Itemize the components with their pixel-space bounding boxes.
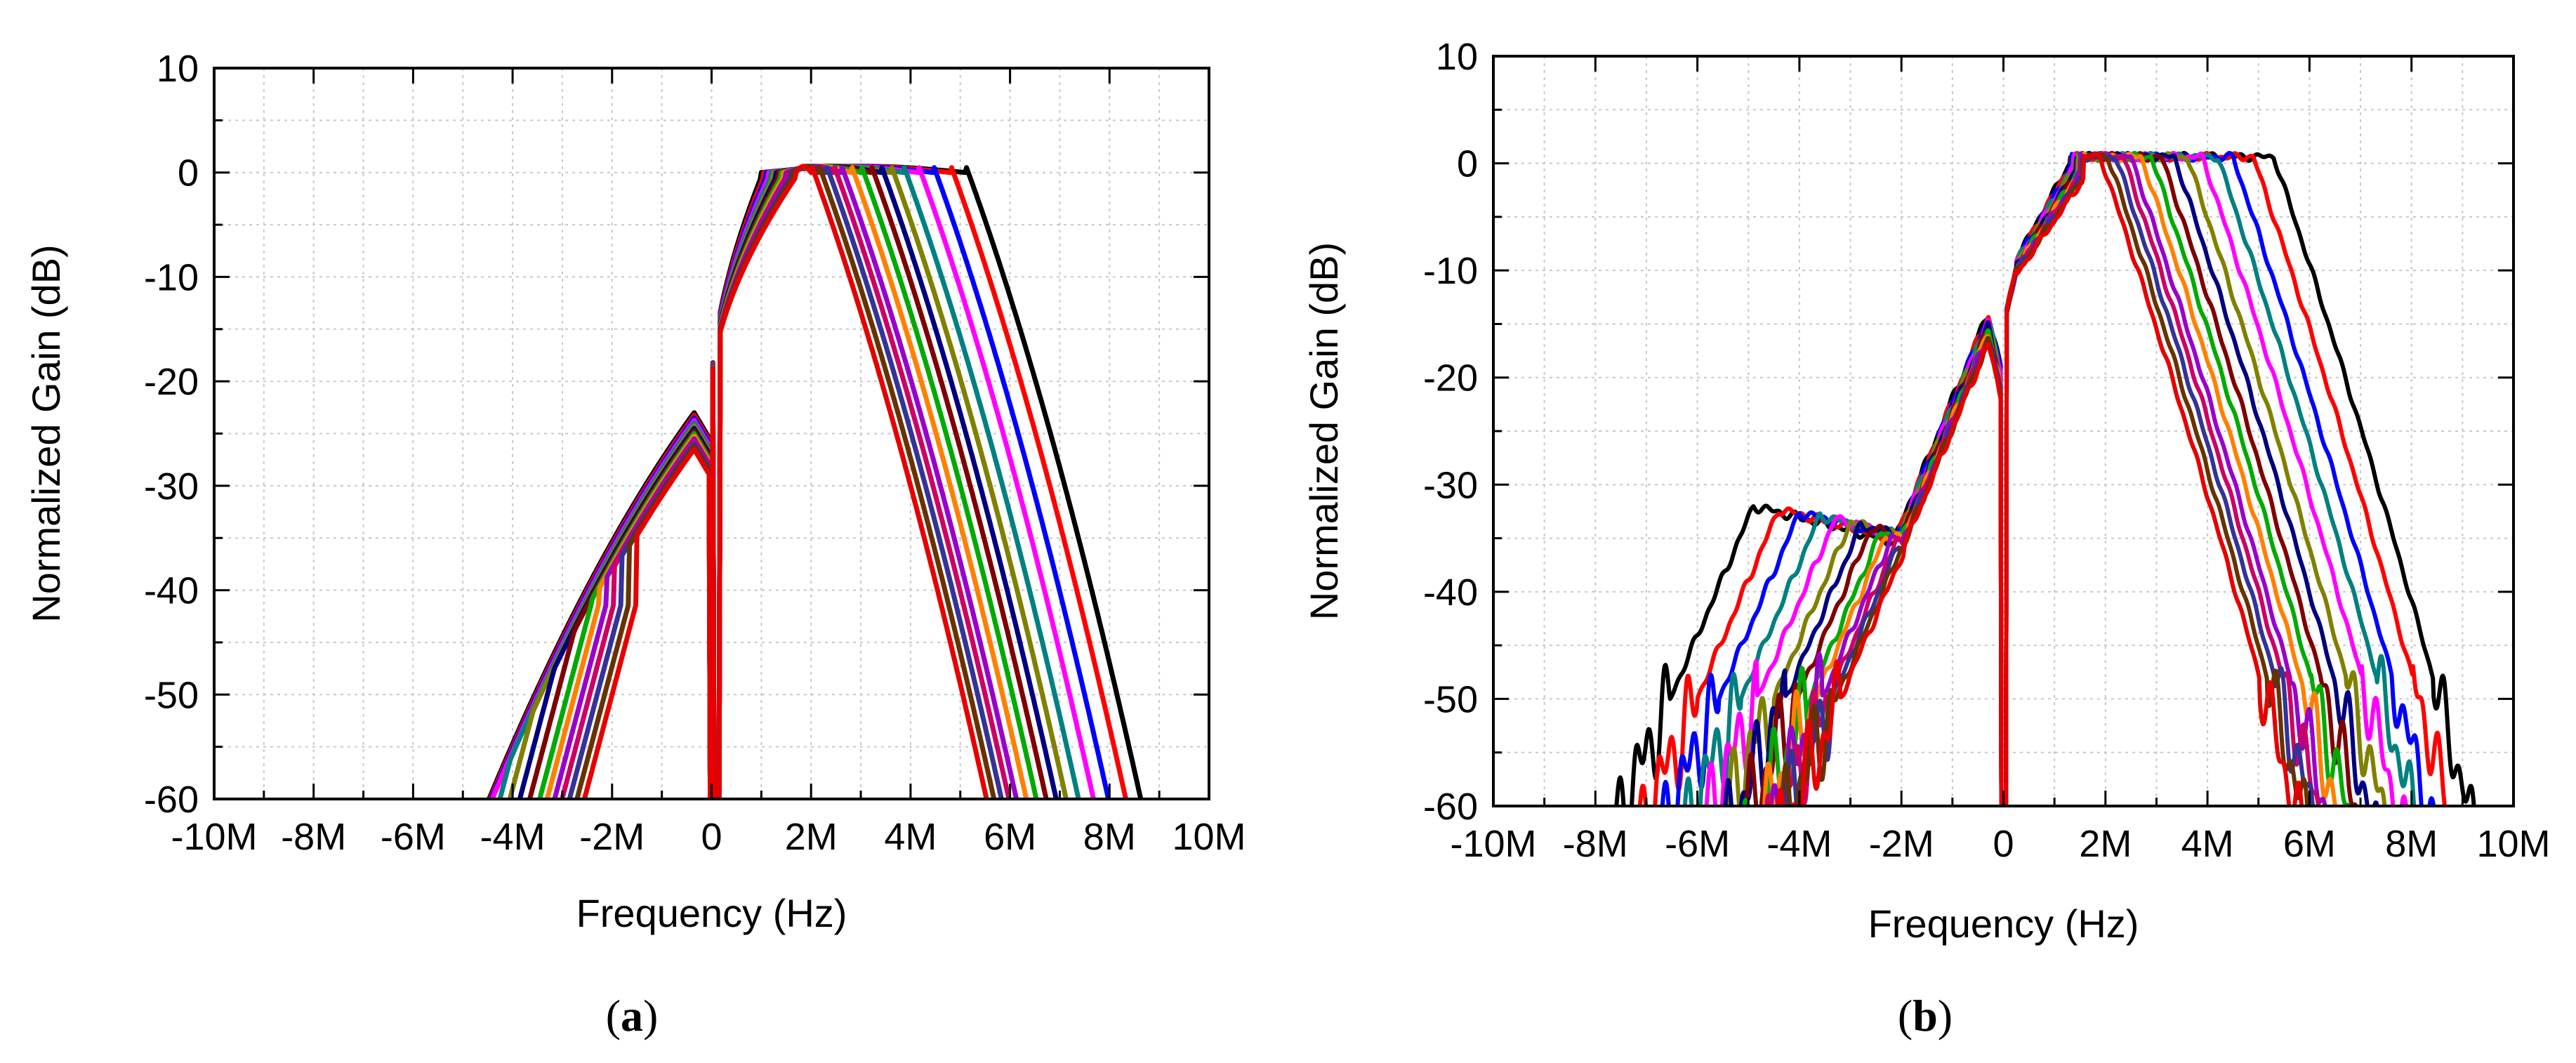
y-tick-label: -50 xyxy=(144,674,199,716)
series-group xyxy=(1614,151,2476,806)
y-tick-label: -40 xyxy=(1423,572,1478,614)
x-tick-label: 8M xyxy=(1083,816,1136,858)
y-tick-label: 0 xyxy=(178,152,199,194)
x-tick-label: -10M xyxy=(171,816,257,858)
chart-panel-b: -10M -8M -6M -4M -2M 0 2M 4M 6M 8M 10M 10 0 -10 -20 -30… xyxy=(1302,36,2551,946)
x-tick-label: 2M xyxy=(785,816,838,858)
y-tick-label: -20 xyxy=(1423,357,1478,400)
chart-panel-a: -10M -8M -6M -4M -2M 0 2M 4M 6M 8M 10M 10 0 -10 -20 -30… xyxy=(24,48,1246,935)
y-tick-label: 10 xyxy=(1436,36,1478,78)
panel-b-caption-open: ( xyxy=(1898,991,1913,1041)
x-tick-label: -2M xyxy=(579,816,645,858)
x-tick-label: -4M xyxy=(480,816,546,858)
series-line-4 xyxy=(1682,151,2417,806)
y-tick-label: -40 xyxy=(144,570,199,612)
y-tick-label: -30 xyxy=(1423,464,1478,506)
series-line-2 xyxy=(1637,151,2448,806)
y-tick-label: 10 xyxy=(157,48,199,90)
series-group xyxy=(486,164,1144,799)
panel-b-caption-close: ) xyxy=(1938,991,1953,1041)
series-line-5 xyxy=(1704,151,2408,806)
series-line-9 xyxy=(1742,151,2351,806)
x-tick-label: 10M xyxy=(2476,823,2550,865)
x-tick-label: 2M xyxy=(2079,823,2132,865)
y-axis-title: Normalized Gain (dB) xyxy=(1302,242,1346,620)
y-tick-label: -60 xyxy=(1423,786,1478,828)
y-tick-label: -20 xyxy=(144,361,199,403)
series-line-6 xyxy=(1703,151,2387,806)
panel-b-caption-letter: b xyxy=(1913,991,1938,1041)
panel-b-caption: (b) xyxy=(1898,991,1953,1041)
series-line-7 xyxy=(517,164,1059,799)
series-line-8 xyxy=(1744,151,2358,806)
series-line-7 xyxy=(1723,151,2379,806)
x-tick-label: 6M xyxy=(984,816,1036,858)
series-line-8 xyxy=(527,164,1049,799)
x-axis-title: Frequency (Hz) xyxy=(576,891,847,935)
x-tick-label: 0 xyxy=(1993,823,2014,865)
y-tick-label: -60 xyxy=(144,779,199,821)
x-tick-label: 6M xyxy=(2283,823,2336,865)
x-tick-label: -2M xyxy=(1869,823,1934,865)
y-tick-label: 0 xyxy=(1457,143,1478,185)
panel-a-caption-open: ( xyxy=(606,991,621,1041)
x-tick-label: -8M xyxy=(1563,823,1628,865)
x-axis-title: Frequency (Hz) xyxy=(1868,902,2139,946)
series-line-3 xyxy=(488,164,1111,799)
x-tick-label: 4M xyxy=(884,816,937,858)
series-line-5 xyxy=(497,164,1081,799)
x-tick-label: 8M xyxy=(2385,823,2438,865)
x-tick-label: -10M xyxy=(1450,823,1536,865)
x-tick-label: -4M xyxy=(1766,823,1832,865)
panel-a-caption: (a) xyxy=(606,991,659,1041)
x-tick-label: 4M xyxy=(2181,823,2234,865)
series-line-1 xyxy=(486,164,1144,799)
series-line-3 xyxy=(1660,151,2436,806)
y-axis-title: Normalized Gain (dB) xyxy=(24,244,68,622)
series-line-1 xyxy=(1614,151,2476,806)
x-tick-label: 10M xyxy=(1172,816,1246,858)
x-tick-label: -6M xyxy=(381,816,446,858)
series-line-4 xyxy=(489,164,1097,799)
x-tick-label: -6M xyxy=(1665,823,1730,865)
y-tick-label: -10 xyxy=(144,256,199,298)
series-line-6 xyxy=(507,164,1069,799)
series-line-2 xyxy=(487,164,1129,799)
x-tick-label: 0 xyxy=(701,816,722,858)
x-tick-label: -8M xyxy=(281,816,346,858)
panel-a-caption-close: ) xyxy=(643,991,658,1041)
y-tick-label: -10 xyxy=(1423,250,1478,292)
y-tick-label: -30 xyxy=(144,466,199,508)
panel-a-caption-letter: a xyxy=(621,991,643,1041)
y-tick-label: -50 xyxy=(1423,678,1478,720)
